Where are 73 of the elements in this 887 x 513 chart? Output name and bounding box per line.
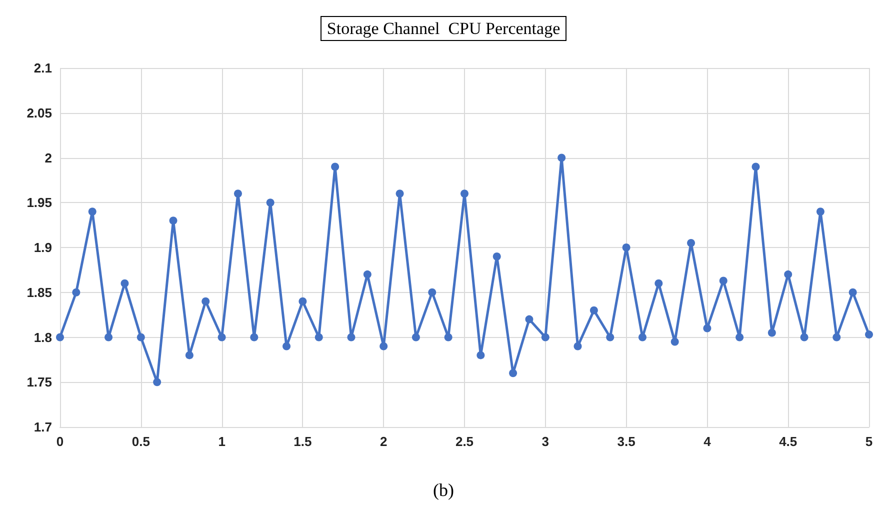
point <box>509 369 518 378</box>
y-tick-label: 1.7 <box>34 420 52 434</box>
point <box>816 208 824 216</box>
point <box>72 288 80 296</box>
point <box>202 297 210 306</box>
point <box>525 315 534 324</box>
point <box>687 239 696 248</box>
y-tick-label: 1.8 <box>34 330 52 345</box>
point <box>752 162 760 171</box>
point <box>800 333 808 342</box>
point <box>363 270 372 278</box>
x-tick-label: 4.5 <box>779 434 798 449</box>
point <box>703 324 712 332</box>
point <box>266 198 274 207</box>
point <box>412 333 420 342</box>
x-tick-label: 2 <box>380 434 388 449</box>
x-tick-label: 1 <box>218 434 226 449</box>
x-tick-label: 3 <box>542 434 550 449</box>
point <box>541 333 550 342</box>
point <box>784 270 792 278</box>
point <box>169 216 178 225</box>
point <box>136 333 145 342</box>
point <box>380 342 388 350</box>
y-tick-label: 1.75 <box>26 374 52 390</box>
point <box>282 342 291 350</box>
point <box>185 351 194 360</box>
y-tick-label: 2.1 <box>34 60 52 76</box>
point <box>250 333 258 342</box>
point <box>120 279 129 288</box>
point <box>88 208 96 216</box>
point <box>719 276 728 285</box>
x-tick-label: 0.5 <box>132 434 150 449</box>
point <box>347 333 356 342</box>
x-tick-label: 3.5 <box>617 434 636 449</box>
point <box>234 190 242 198</box>
point <box>654 279 663 288</box>
point <box>218 333 226 342</box>
point <box>460 190 468 198</box>
point <box>670 338 679 346</box>
text: (b) <box>433 480 454 500</box>
x-tick-label: 1.5 <box>294 434 312 449</box>
point <box>590 306 598 314</box>
point <box>865 330 873 339</box>
point <box>492 252 501 260</box>
point <box>56 333 64 342</box>
point <box>638 333 646 342</box>
point <box>736 333 744 342</box>
point <box>558 154 566 162</box>
point <box>298 297 307 306</box>
chart-title: Storage Channel CPU Percentage <box>326 19 560 38</box>
point <box>444 333 452 342</box>
point <box>153 378 162 386</box>
y-tick-label: 1.9 <box>34 240 52 255</box>
point <box>606 333 614 342</box>
point <box>428 288 436 296</box>
x-tick-label: 4 <box>704 434 712 449</box>
point <box>331 162 340 171</box>
y-tick-label: 1.85 <box>26 284 52 300</box>
point <box>768 328 776 337</box>
point <box>832 333 841 342</box>
point <box>622 244 630 252</box>
x-tick-label: 5 <box>865 434 873 449</box>
y-tick-label: 2.05 <box>26 105 52 120</box>
point <box>574 342 582 350</box>
y-tick-label: 1.95 <box>26 195 52 210</box>
point <box>848 288 857 296</box>
point <box>104 333 113 342</box>
point <box>476 351 485 360</box>
point <box>396 190 404 198</box>
x-tick-label: 0 <box>56 434 64 449</box>
y-tick-label: 2 <box>44 150 52 166</box>
point <box>314 333 323 342</box>
x-tick-label: 2.5 <box>455 434 474 449</box>
